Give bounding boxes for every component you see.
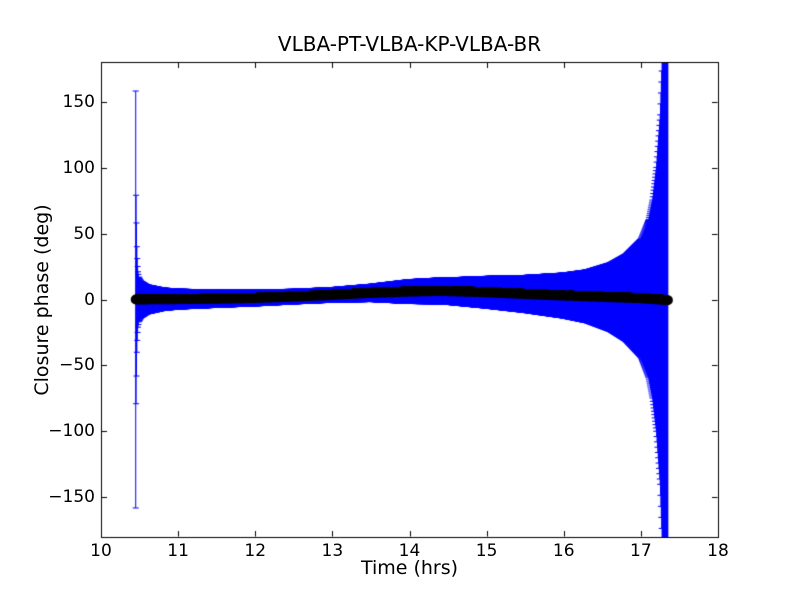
y-tick-label: 100 <box>62 157 95 178</box>
x-tick-label: 13 <box>321 541 344 561</box>
x-tick-label: 10 <box>90 541 112 561</box>
x-tick-label: 15 <box>475 541 498 561</box>
y-tick-label: −150 <box>48 487 95 508</box>
x-tick-label: 11 <box>167 541 189 561</box>
x-tick-label: 14 <box>398 541 421 561</box>
y-tick-label: 50 <box>73 223 95 244</box>
x-tick-label: 17 <box>630 541 652 561</box>
y-tick-label: −100 <box>48 421 95 442</box>
x-tick-label: 16 <box>552 541 575 561</box>
y-tick-label: 0 <box>84 289 95 310</box>
x-tick-label: 18 <box>707 541 729 561</box>
plot-title: VLBA-PT-VLBA-KP-VLBA-BR <box>277 32 542 56</box>
x-axis-label: Time (hrs) <box>360 557 459 579</box>
y-tick-label: −50 <box>59 355 95 376</box>
y-tick-label: 150 <box>62 91 95 112</box>
x-tick-label: 12 <box>244 541 267 561</box>
